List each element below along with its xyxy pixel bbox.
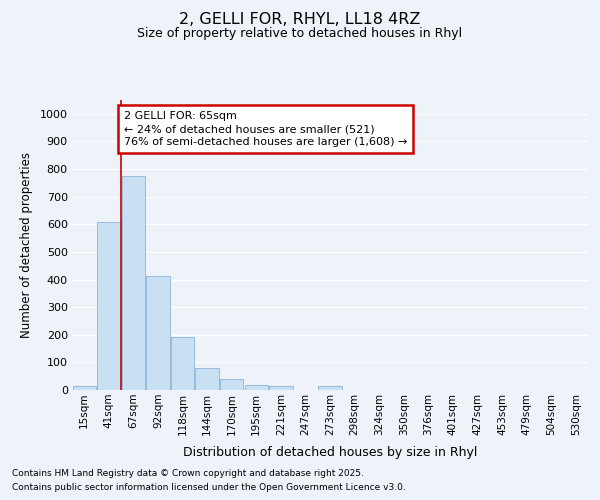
Bar	[196, 368, 219, 390]
X-axis label: Distribution of detached houses by size in Rhyl: Distribution of detached houses by size …	[183, 446, 477, 459]
Text: 2 GELLI FOR: 65sqm
← 24% of detached houses are smaller (521)
76% of semi-detach: 2 GELLI FOR: 65sqm ← 24% of detached hou…	[124, 111, 407, 148]
Text: Contains HM Land Registry data © Crown copyright and database right 2025.: Contains HM Land Registry data © Crown c…	[12, 468, 364, 477]
Bar	[171, 336, 194, 390]
Bar	[269, 386, 293, 390]
Y-axis label: Number of detached properties: Number of detached properties	[20, 152, 33, 338]
Bar	[73, 386, 96, 390]
Bar	[220, 379, 244, 390]
Text: Contains public sector information licensed under the Open Government Licence v3: Contains public sector information licen…	[12, 484, 406, 492]
Bar	[146, 276, 170, 390]
Bar	[97, 222, 121, 390]
Bar	[245, 386, 268, 390]
Bar	[122, 176, 145, 390]
Text: Size of property relative to detached houses in Rhyl: Size of property relative to detached ho…	[137, 28, 463, 40]
Bar	[319, 386, 341, 390]
Text: 2, GELLI FOR, RHYL, LL18 4RZ: 2, GELLI FOR, RHYL, LL18 4RZ	[179, 12, 421, 28]
